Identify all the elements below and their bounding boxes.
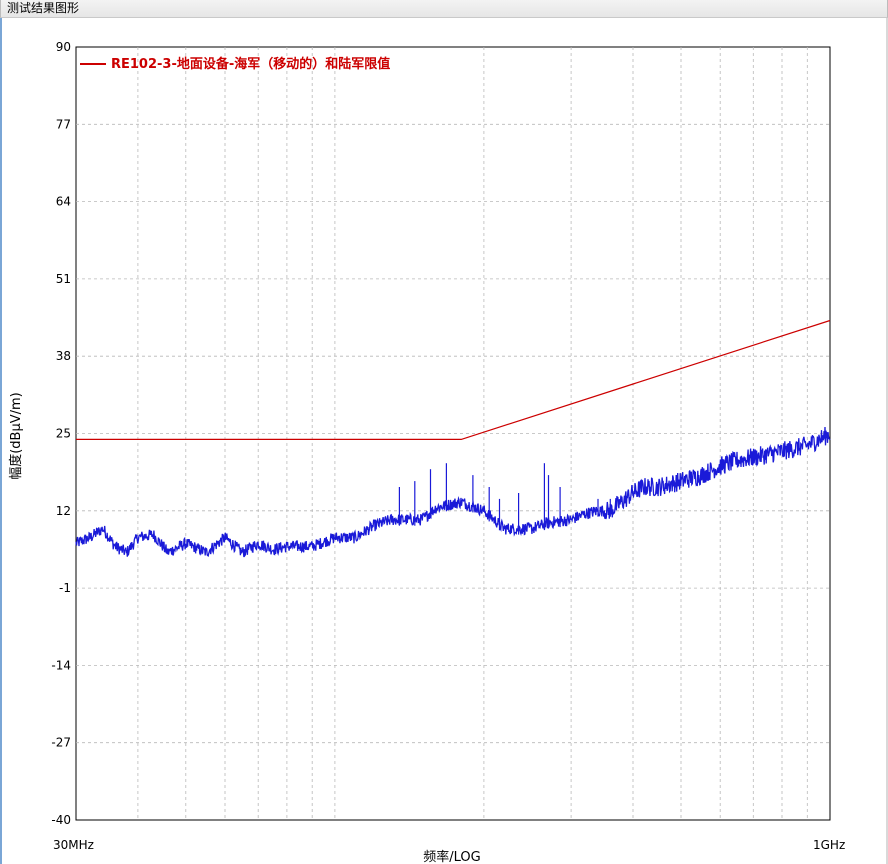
grid — [76, 47, 830, 820]
window-titlebar: 测试结果图形 — [0, 0, 888, 18]
y-tick-label: 90 — [56, 40, 71, 54]
x-tick-label-start: 30MHz — [53, 838, 94, 852]
y-tick-label: -1 — [59, 581, 71, 595]
y-tick-label: 77 — [56, 117, 71, 131]
y-tick-label: 51 — [56, 272, 71, 286]
y-tick-label: 64 — [56, 195, 71, 209]
y-tick-label: 12 — [56, 504, 71, 518]
window-title: 测试结果图形 — [7, 1, 80, 15]
legend: RE102-3-地面设备-海军（移动的）和陆军限值 — [80, 56, 390, 72]
y-axis-label: 幅度(dBμV/m) — [8, 392, 24, 480]
x-axis-label: 频率/LOG — [423, 849, 480, 864]
legend-label: RE102-3-地面设备-海军（移动的）和陆军限值 — [111, 56, 390, 72]
series-layer — [75, 319, 831, 558]
y-tick-label: -40 — [51, 813, 71, 827]
series-line-measurement — [75, 426, 831, 558]
y-tick-label: -14 — [51, 658, 71, 672]
x-tick-label-end: 1GHz — [813, 838, 845, 852]
window-left-border — [0, 18, 2, 864]
series-line-limit — [76, 319, 831, 440]
y-tick-label: 38 — [56, 349, 71, 363]
y-axis-ticks: 90 77 64 51 38 25 12 -1 -14 -27 -40 — [51, 40, 71, 827]
y-tick-label: 25 — [56, 427, 71, 441]
plot-area — [75, 46, 831, 821]
window-right-border — [886, 18, 888, 864]
y-tick-label: -27 — [51, 736, 71, 750]
